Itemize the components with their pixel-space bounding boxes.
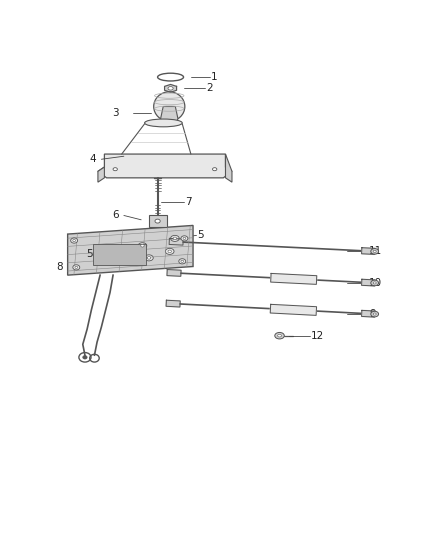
Text: 3: 3 [112,108,119,118]
Ellipse shape [373,251,376,253]
Ellipse shape [75,266,78,269]
Ellipse shape [212,168,217,171]
Polygon shape [169,238,183,245]
Ellipse shape [71,238,78,243]
Ellipse shape [371,280,378,286]
Ellipse shape [181,260,184,262]
Ellipse shape [181,236,188,241]
Polygon shape [271,273,317,284]
Ellipse shape [371,248,378,254]
Text: 5: 5 [86,248,93,259]
Text: 2: 2 [206,83,213,93]
Polygon shape [362,248,375,254]
Ellipse shape [275,333,284,339]
Polygon shape [167,270,181,276]
Ellipse shape [73,265,80,270]
Ellipse shape [83,356,87,359]
Ellipse shape [147,256,151,259]
Polygon shape [161,107,178,124]
Polygon shape [361,310,375,317]
Text: 5: 5 [198,230,204,240]
FancyBboxPatch shape [148,215,167,227]
Ellipse shape [168,86,173,90]
Text: 6: 6 [112,211,119,221]
Text: 4: 4 [89,154,96,164]
Ellipse shape [154,92,185,121]
Ellipse shape [141,245,144,247]
Ellipse shape [73,239,75,241]
Ellipse shape [373,313,376,315]
Ellipse shape [113,168,117,171]
Polygon shape [226,154,232,182]
Ellipse shape [173,237,177,240]
Ellipse shape [145,255,153,261]
Polygon shape [362,279,375,286]
Text: 12: 12 [311,330,324,341]
Ellipse shape [138,243,147,249]
Polygon shape [98,154,232,178]
Ellipse shape [170,236,179,241]
FancyBboxPatch shape [93,244,146,265]
Text: 8: 8 [57,262,64,271]
Polygon shape [165,84,177,92]
Polygon shape [166,300,180,307]
Text: 10: 10 [369,278,382,288]
Polygon shape [67,225,193,275]
Text: 11: 11 [369,246,382,256]
Text: 1: 1 [211,72,218,82]
Ellipse shape [278,334,282,337]
Ellipse shape [155,219,160,223]
Text: 9: 9 [369,309,376,319]
Ellipse shape [168,250,171,253]
Ellipse shape [183,237,186,239]
Ellipse shape [371,311,378,317]
Ellipse shape [373,282,376,284]
Ellipse shape [166,248,174,254]
Text: 7: 7 [185,198,192,207]
Ellipse shape [179,259,186,264]
Ellipse shape [145,119,182,127]
Polygon shape [98,167,104,182]
Polygon shape [270,304,317,316]
